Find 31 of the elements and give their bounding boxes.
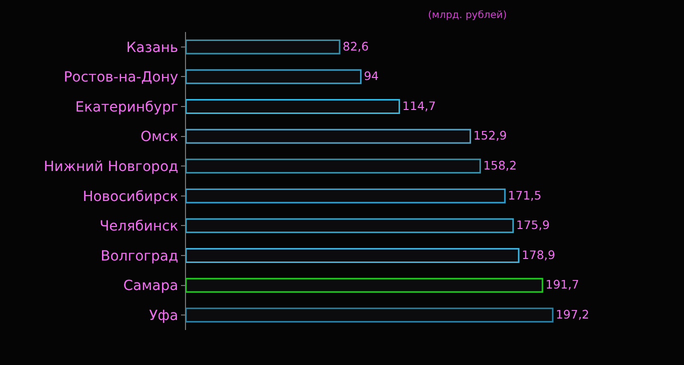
data-label: 178,9 xyxy=(522,248,556,262)
data-label: 175,9 xyxy=(516,218,550,232)
bar xyxy=(186,278,544,293)
y-tick-label: Челябинск xyxy=(100,218,178,235)
data-label: 94 xyxy=(364,69,379,84)
y-tick-label: Екатеринбург xyxy=(75,99,178,116)
bar xyxy=(186,39,340,54)
y-tick-label: Нижний Новгород xyxy=(44,159,178,175)
bar xyxy=(186,188,506,204)
y-tick-label: Уфа xyxy=(149,308,178,324)
y-tick-label: Ростов-на-Дону xyxy=(64,70,178,86)
data-label: 191,7 xyxy=(545,278,580,292)
data-label: 114,7 xyxy=(402,98,436,113)
bar xyxy=(186,99,400,114)
data-label: 158,2 xyxy=(483,158,517,172)
y-tick-label: Самара xyxy=(123,278,178,294)
y-tick-label: Омск xyxy=(140,129,178,146)
data-label: 197,2 xyxy=(556,307,590,322)
text: (млрд. рублей) xyxy=(428,10,507,21)
y-tick-label: Казань xyxy=(126,40,178,56)
bar xyxy=(186,218,514,234)
bar xyxy=(186,69,362,84)
bar xyxy=(186,158,481,174)
y-tick-label: Новосибирск xyxy=(82,188,178,205)
y-tick-label: Волгоград xyxy=(100,248,178,264)
bar xyxy=(186,248,520,263)
bar xyxy=(186,308,554,323)
bar xyxy=(186,128,472,144)
data-label: 82,6 xyxy=(342,39,369,54)
data-label: 152,9 xyxy=(473,128,507,143)
data-label: 171,5 xyxy=(508,188,542,202)
